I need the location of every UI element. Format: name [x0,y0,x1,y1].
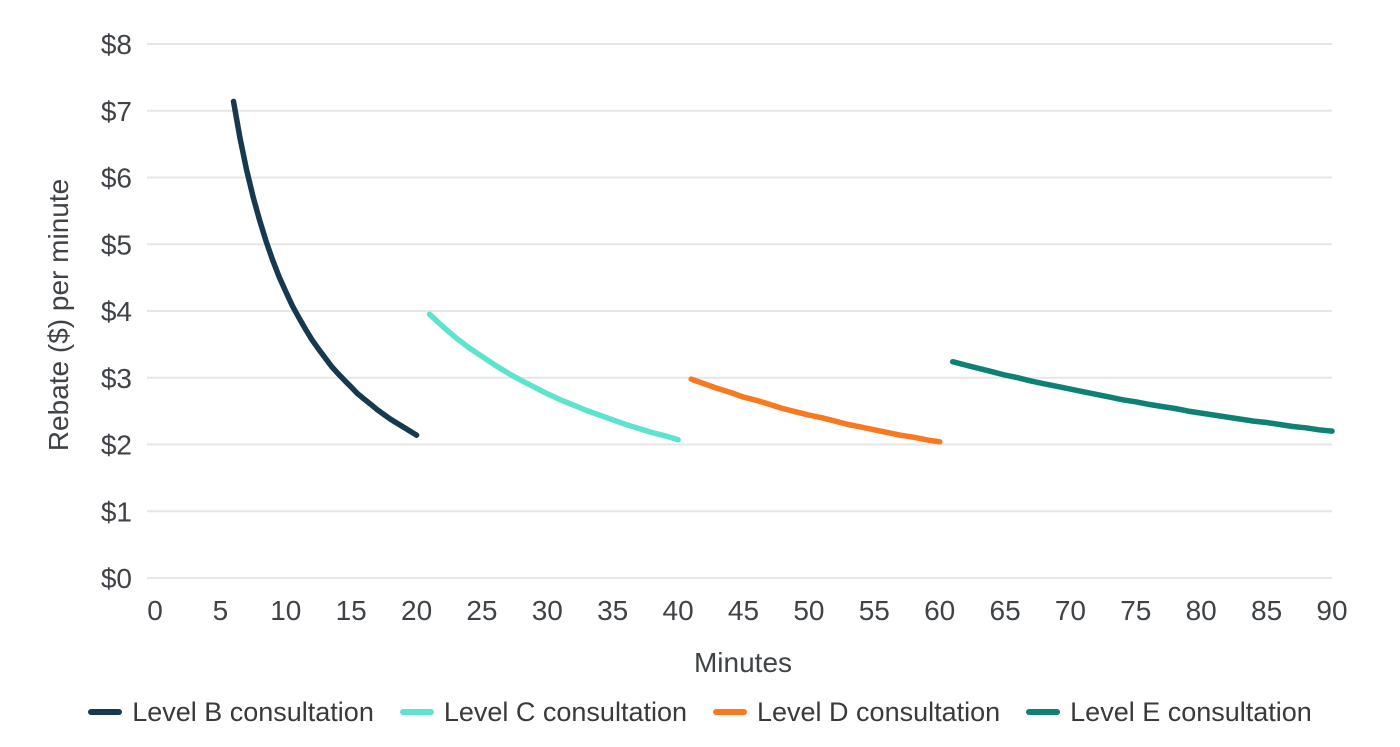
x-axis-tick-label: 70 [1055,595,1086,626]
y-axis-tick-label: $4 [101,296,132,327]
y-axis-tick-label: $8 [101,29,132,60]
x-axis-tick-label: 40 [663,595,694,626]
series-layer [230,98,1335,445]
legend-swatch-level-c-consultation [399,709,434,715]
x-axis-tick-label: 30 [532,595,563,626]
legend-item-level-e-consultation: Level E consultation [1026,695,1312,729]
tick-labels-layer: $0 $1 $2 $3 $4 $5 $6 $7 $8 0 5 10 15 20 25 30 35 40 45 50 55… [101,29,1348,626]
y-axis-tick-label: $6 [101,163,132,194]
series-line-level-d-consultation [688,376,943,445]
legend-swatch-level-b-consultation [88,709,123,715]
x-axis-tick-label: 65 [990,595,1021,626]
y-axis-tick-label: $5 [101,229,132,260]
x-axis-tick-label: 80 [1186,595,1217,626]
x-axis-title: Minutes [694,647,792,678]
legend: Level B consultation Level C consultation… [0,695,1400,729]
y-axis-tick-label: $3 [101,363,132,394]
legend-item-level-d-consultation: Level D consultation [713,695,1000,729]
x-axis-tick-label: 60 [924,595,955,626]
gridlines-layer [147,43,1332,579]
x-axis-tick-label: 15 [336,595,367,626]
x-axis-tick-label: 10 [270,595,301,626]
series-line-level-c-consultation [426,311,681,443]
x-axis-tick-label: 0 [147,595,163,626]
legend-item-level-b-consultation: Level B consultation [88,695,374,729]
y-axis-tick-label: $0 [101,563,132,594]
series-line-level-e-consultation [949,358,1335,434]
legend-swatch-level-e-consultation [1026,709,1061,715]
legend-label-level-d-consultation: Level D consultation [757,696,1001,727]
y-axis-tick-label: $2 [101,430,132,461]
x-axis-tick-label: 25 [466,595,497,626]
legend-item-level-c-consultation: Level C consultation [399,695,687,729]
y-axis-tick-label: $1 [101,496,132,527]
x-axis-tick-label: 90 [1316,595,1347,626]
series-line-level-b-consultation [230,98,420,438]
legend-label-level-b-consultation: Level B consultation [132,696,374,727]
x-axis-tick-label: 75 [1120,595,1151,626]
x-axis-tick-label: 5 [213,595,229,626]
y-axis-tick-label: $7 [101,96,132,127]
chart-canvas: $0 $1 $2 $3 $4 $5 $6 $7 $8 0 5 10 15 20 25 30 35 40 45 50 55… [43,29,1348,678]
x-axis-tick-label: 45 [728,595,759,626]
x-axis-tick-label: 55 [859,595,890,626]
x-axis-tick-label: 50 [793,595,824,626]
legend-label-level-c-consultation: Level C consultation [443,696,687,727]
x-axis-tick-label: 20 [401,595,432,626]
legend-label-level-e-consultation: Level E consultation [1070,696,1312,727]
y-axis-title: Rebate ($) per minute [43,179,74,451]
x-axis-tick-label: 85 [1251,595,1282,626]
x-axis-tick-label: 35 [597,595,628,626]
legend-swatch-level-d-consultation [713,709,747,715]
